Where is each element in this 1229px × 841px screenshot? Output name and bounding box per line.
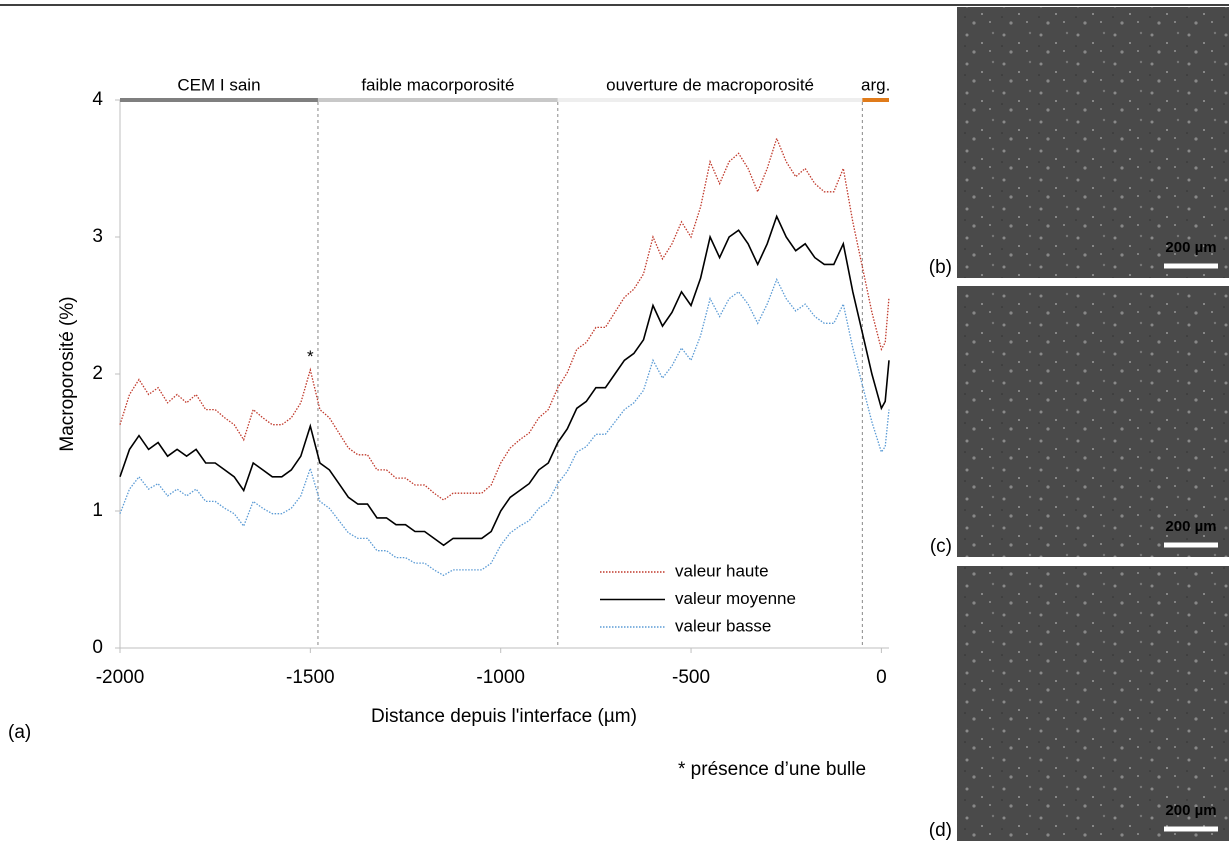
micrograph bbox=[957, 7, 1229, 278]
zone-label: arg. bbox=[861, 75, 890, 94]
legend-label: valeur moyenne bbox=[675, 589, 796, 608]
series-line bbox=[119, 136, 890, 501]
scale-bar-label: 200 µm bbox=[1165, 802, 1216, 819]
legend-label: valeur haute bbox=[675, 561, 769, 580]
y-axis-title: Macroporosité (%) bbox=[57, 296, 78, 451]
legend-label: valeur basse bbox=[675, 616, 771, 635]
x-tick-label: 0 bbox=[876, 667, 887, 688]
x-tick-label: -500 bbox=[672, 667, 710, 688]
x-tick-label: -1500 bbox=[286, 667, 335, 688]
x-tick-label: -2000 bbox=[96, 667, 145, 688]
y-tick-label: 1 bbox=[92, 500, 103, 521]
x-axis-title: Distance depuis l'interface (µm) bbox=[371, 706, 637, 727]
y-tick-label: 2 bbox=[92, 363, 103, 384]
zone-label: ouverture de macroporosité bbox=[606, 75, 814, 94]
x-tick-label: -1000 bbox=[476, 667, 525, 688]
panel-label: (d) bbox=[929, 820, 952, 841]
series-line bbox=[119, 277, 890, 577]
micrograph bbox=[957, 286, 1229, 557]
scale-bar-label: 200 µm bbox=[1165, 518, 1216, 535]
zone-label: CEM I sain bbox=[177, 75, 260, 94]
micrograph bbox=[957, 566, 1229, 841]
y-tick-label: 4 bbox=[92, 89, 103, 110]
zone-label: faible macorporosité bbox=[361, 75, 514, 94]
scale-bar-label: 200 µm bbox=[1165, 239, 1216, 256]
y-tick-label: 3 bbox=[92, 226, 103, 247]
note: * présence d’une bulle bbox=[678, 759, 866, 780]
y-tick-label: 0 bbox=[92, 637, 103, 658]
series-line bbox=[119, 214, 890, 547]
panel-label: (c) bbox=[930, 536, 952, 557]
annotation: * bbox=[307, 347, 314, 366]
panel-label: (a) bbox=[8, 722, 31, 743]
panel-label: (b) bbox=[929, 257, 952, 278]
